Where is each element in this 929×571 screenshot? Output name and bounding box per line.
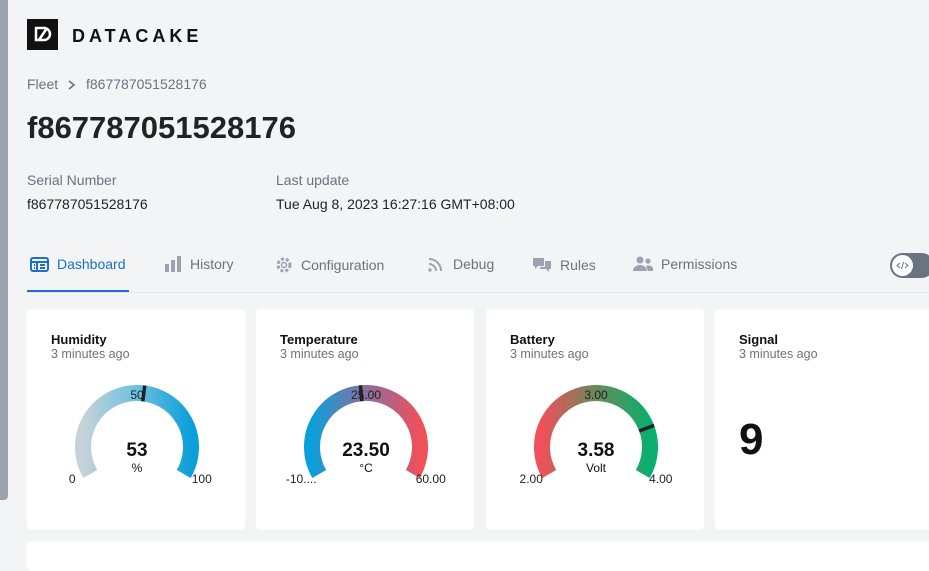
widget-card: Temperature 3 minutes ago 23.50 °C 25.00 -10.… — [256, 309, 474, 530]
gauge-needle — [358, 385, 364, 402]
tab-icon — [30, 257, 49, 272]
active-tab-indicator — [27, 290, 129, 292]
tab-icon — [165, 256, 181, 272]
meta-value: Tue Aug 8, 2023 16:27:16 GMT+08:00 — [276, 196, 515, 212]
gauge-min-label: 0 — [69, 472, 76, 486]
widget-subtitle: 3 minutes ago — [510, 347, 589, 361]
gauge-unit: °C — [359, 461, 373, 475]
gauge-value: 3.58 — [578, 440, 615, 461]
gauge: 23.50°C 25.00 -10.... 60.00 — [286, 385, 446, 486]
widget-subtitle: 3 minutes ago — [280, 347, 359, 361]
tab-label: Permissions — [661, 256, 738, 272]
widget-subtitle: 3 minutes ago — [51, 347, 130, 361]
tab[interactable]: Permissions — [633, 256, 737, 272]
gauge-mid-label: 50 — [130, 388, 144, 402]
widget-subtitle: 3 minutes ago — [739, 347, 818, 361]
widget-card: Battery 3 minutes ago 3.58 Volt 3.00 2.00 4.00 — [486, 309, 704, 530]
breadcrumb-separator — [68, 80, 76, 90]
tab[interactable]: Dashboard — [30, 256, 126, 272]
gauge-max-label: 4.00 — [649, 472, 673, 486]
widget-title: Humidity — [51, 332, 107, 347]
widget-title: Temperature — [280, 332, 358, 347]
breadcrumb-link[interactable]: Fleet — [27, 76, 59, 92]
toggle-knob — [892, 255, 913, 276]
widget-title: Signal — [739, 332, 779, 347]
tab[interactable]: Rules — [532, 256, 596, 273]
gauge-mid-label: 3.00 — [584, 388, 608, 402]
device-title: f867787051528176 — [27, 110, 296, 145]
tab-icon — [276, 257, 292, 273]
gauge-value: 23.50 — [342, 440, 390, 461]
tab-label: Dashboard — [57, 256, 126, 272]
gauge-min-label: -10.... — [286, 472, 317, 486]
code-icon — [896, 261, 909, 270]
gauge-max-label: 60.00 — [416, 472, 446, 486]
tab-bar: Dashboard History Configuration Debug Ru… — [27, 240, 929, 293]
widget-card: Signal 3 minutes ago 9 — [715, 309, 929, 530]
brand[interactable]: DATACAKE — [72, 26, 203, 46]
scrollbar — [0, 0, 8, 500]
tab-label: Configuration — [301, 257, 385, 273]
widget-value: 9 — [739, 415, 764, 464]
gauge-arc — [304, 385, 428, 478]
gauge: 53% 50 0 100 — [69, 385, 212, 486]
gauge-unit: Volt — [586, 461, 607, 475]
widget-card — [27, 541, 929, 571]
gauge-needle — [141, 385, 147, 402]
gauge-value: 53 — [126, 440, 147, 461]
tab-label: Rules — [560, 256, 596, 273]
gauge-min-label: 2.00 — [520, 472, 544, 486]
gauge-arc — [534, 385, 658, 478]
meta-value: f867787051528176 — [27, 196, 148, 212]
breadcrumb-current: f867787051528176 — [86, 76, 207, 92]
tab[interactable]: Configuration — [275, 256, 384, 274]
logo[interactable] — [27, 19, 58, 50]
widget-card: Humidity 3 minutes ago 53% 50 0 100 — [27, 309, 245, 530]
tab-icon — [533, 258, 551, 272]
widget-title: Battery — [510, 332, 555, 347]
logo-mark — [34, 26, 52, 42]
tab-icon — [428, 258, 442, 272]
gauge-max-label: 100 — [192, 472, 212, 486]
gauge-needle — [638, 423, 655, 433]
tab[interactable]: History — [164, 256, 234, 272]
gauge-mid-label: 25.00 — [351, 388, 381, 402]
tab-label: Debug — [453, 256, 495, 272]
tab-icon — [633, 256, 653, 271]
tab-label: History — [190, 256, 234, 272]
tab[interactable]: Debug — [427, 256, 494, 272]
gauge-arc — [75, 385, 199, 478]
meta-label: Serial Number — [27, 172, 117, 188]
meta-label: Last update — [276, 172, 350, 188]
gauge-unit: % — [132, 461, 143, 475]
